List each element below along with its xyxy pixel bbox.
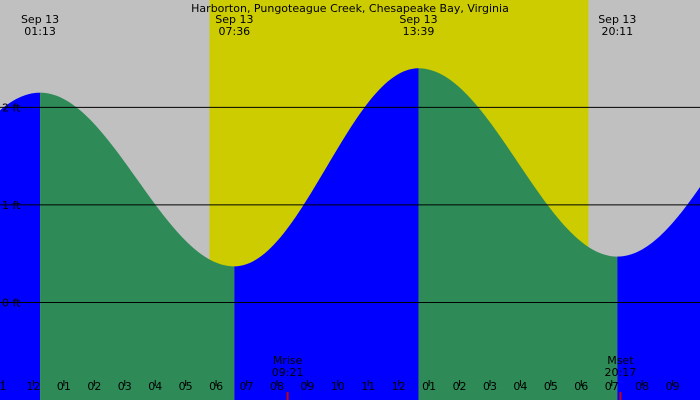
- moon-event-time: 09:21: [272, 366, 304, 379]
- falling-tide-area: [418, 68, 618, 400]
- x-tick-label: 12: [26, 380, 40, 393]
- y-tick-label: 0 ft: [2, 296, 21, 309]
- x-tick-label: 10: [331, 380, 345, 393]
- rising-tide-area: [617, 187, 700, 400]
- x-tick-label: 09: [666, 380, 680, 393]
- rising-tide-area: [0, 92, 41, 400]
- x-tick-label: 02: [87, 380, 101, 393]
- x-tick-label: 1: [0, 380, 7, 393]
- x-tick-label: 06: [209, 380, 223, 393]
- extreme-time-label: 20:11: [601, 25, 633, 38]
- x-tick-label: 08: [635, 380, 649, 393]
- x-tick-label: 11: [361, 380, 375, 393]
- extreme-time-label: 01:13: [24, 25, 56, 38]
- x-tick-label: 01: [422, 380, 436, 393]
- extreme-date-label: Sep 13: [21, 13, 59, 26]
- chart-title: Harborton, Pungoteague Creek, Chesapeake…: [191, 2, 509, 15]
- x-tick-label: 05: [179, 380, 193, 393]
- extreme-date-label: Sep 13: [399, 13, 437, 26]
- x-tick-label: 08: [270, 380, 284, 393]
- gridlines: [0, 106, 700, 400]
- extreme-date-label: Sep 13: [598, 13, 636, 26]
- x-tick-label: 12: [392, 380, 406, 393]
- x-tick-label: 07: [240, 380, 254, 393]
- x-tick-label: 09: [300, 380, 314, 393]
- x-tick-label: 04: [148, 380, 162, 393]
- x-tick-label: 01: [57, 380, 71, 393]
- extreme-time-label: 13:39: [403, 25, 435, 38]
- x-tick-label: 03: [118, 380, 132, 393]
- x-tick-label: 03: [483, 380, 497, 393]
- moon-event-label: Mrise: [273, 354, 303, 367]
- moon-event-time: 20:17: [605, 366, 637, 379]
- y-tick-label: 2 ft: [2, 101, 21, 114]
- x-tick-label: 06: [574, 380, 588, 393]
- moon-event-label: Mset: [607, 354, 634, 367]
- extreme-time-label: 07:36: [218, 25, 250, 38]
- extreme-date-label: Sep 13: [215, 13, 253, 26]
- falling-tide-area: [40, 92, 235, 400]
- y-tick-label: 1 ft: [2, 199, 21, 212]
- x-tick-label: 04: [513, 380, 527, 393]
- x-tick-label: 05: [544, 380, 558, 393]
- rising-tide-area: [234, 68, 419, 400]
- x-tick-label: 02: [453, 380, 467, 393]
- x-tick-label: 07: [605, 380, 619, 393]
- tide-area: [0, 68, 700, 400]
- labels: 2 ft 1 ft 0 ft 1 12 01 02 03 04 05 06 07 08 09 10 11 12 0…: [0, 13, 680, 393]
